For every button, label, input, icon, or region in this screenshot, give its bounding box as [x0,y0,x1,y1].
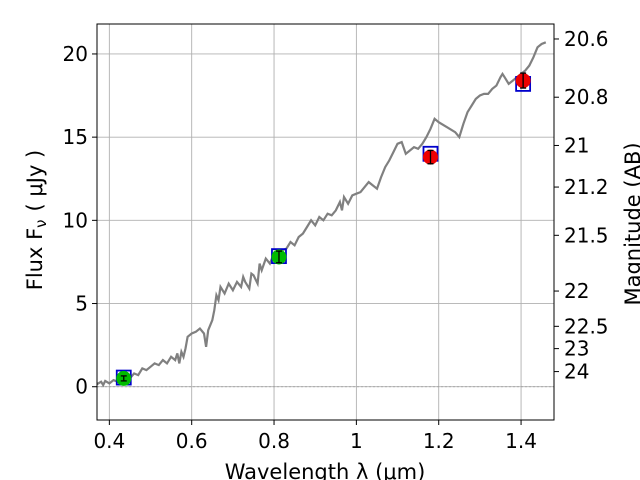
x-tick-label: 0.4 [93,429,125,453]
y-tick-label: 10 [63,208,88,232]
y-axis-title-main: Flux F [23,228,47,290]
x-axis-title: Wavelength λ (μm) [225,460,426,480]
x-tick-label: 1.2 [423,429,455,453]
x-tick-label: 1 [350,429,363,453]
observed-circle-markers [116,72,531,386]
right-tick-label: 23 [564,337,589,361]
x-axis-ticks: 0.4 0.6 0.8 1 1.2 1.4 [93,420,537,453]
right-tick-label: 20.6 [564,27,609,51]
y-tick-label: 15 [63,125,88,149]
y-axis-title-unit: ( μJy ) [23,150,47,212]
y-tick-label: 0 [75,375,88,399]
grid-lines [97,24,554,420]
y-axis-title-subscript: ν [32,219,50,227]
right-axis-title: Magnitude (AB) [621,142,640,305]
y-axis-title: Flux Fν ( μJy ) [23,150,50,291]
spectrum-line [96,41,547,388]
right-tick-label: 22 [564,279,589,303]
right-tick-label: 22.5 [564,314,609,338]
right-tick-label: 21.2 [564,175,609,199]
x-tick-label: 0.8 [258,429,290,453]
right-tick-label: 24 [564,360,589,384]
plot-frame [96,23,555,421]
y-axis-ticks: 0 5 10 15 20 [63,42,97,399]
right-tick-label: 21.5 [564,223,609,247]
right-tick-label: 20.8 [564,85,609,109]
y-tick-label: 5 [75,292,88,316]
y-tick-label: 20 [63,42,88,66]
x-tick-label: 0.6 [176,429,208,453]
x-tick-label: 1.4 [505,429,537,453]
right-tick-label: 21 [564,133,589,157]
model-square-markers [115,75,532,386]
